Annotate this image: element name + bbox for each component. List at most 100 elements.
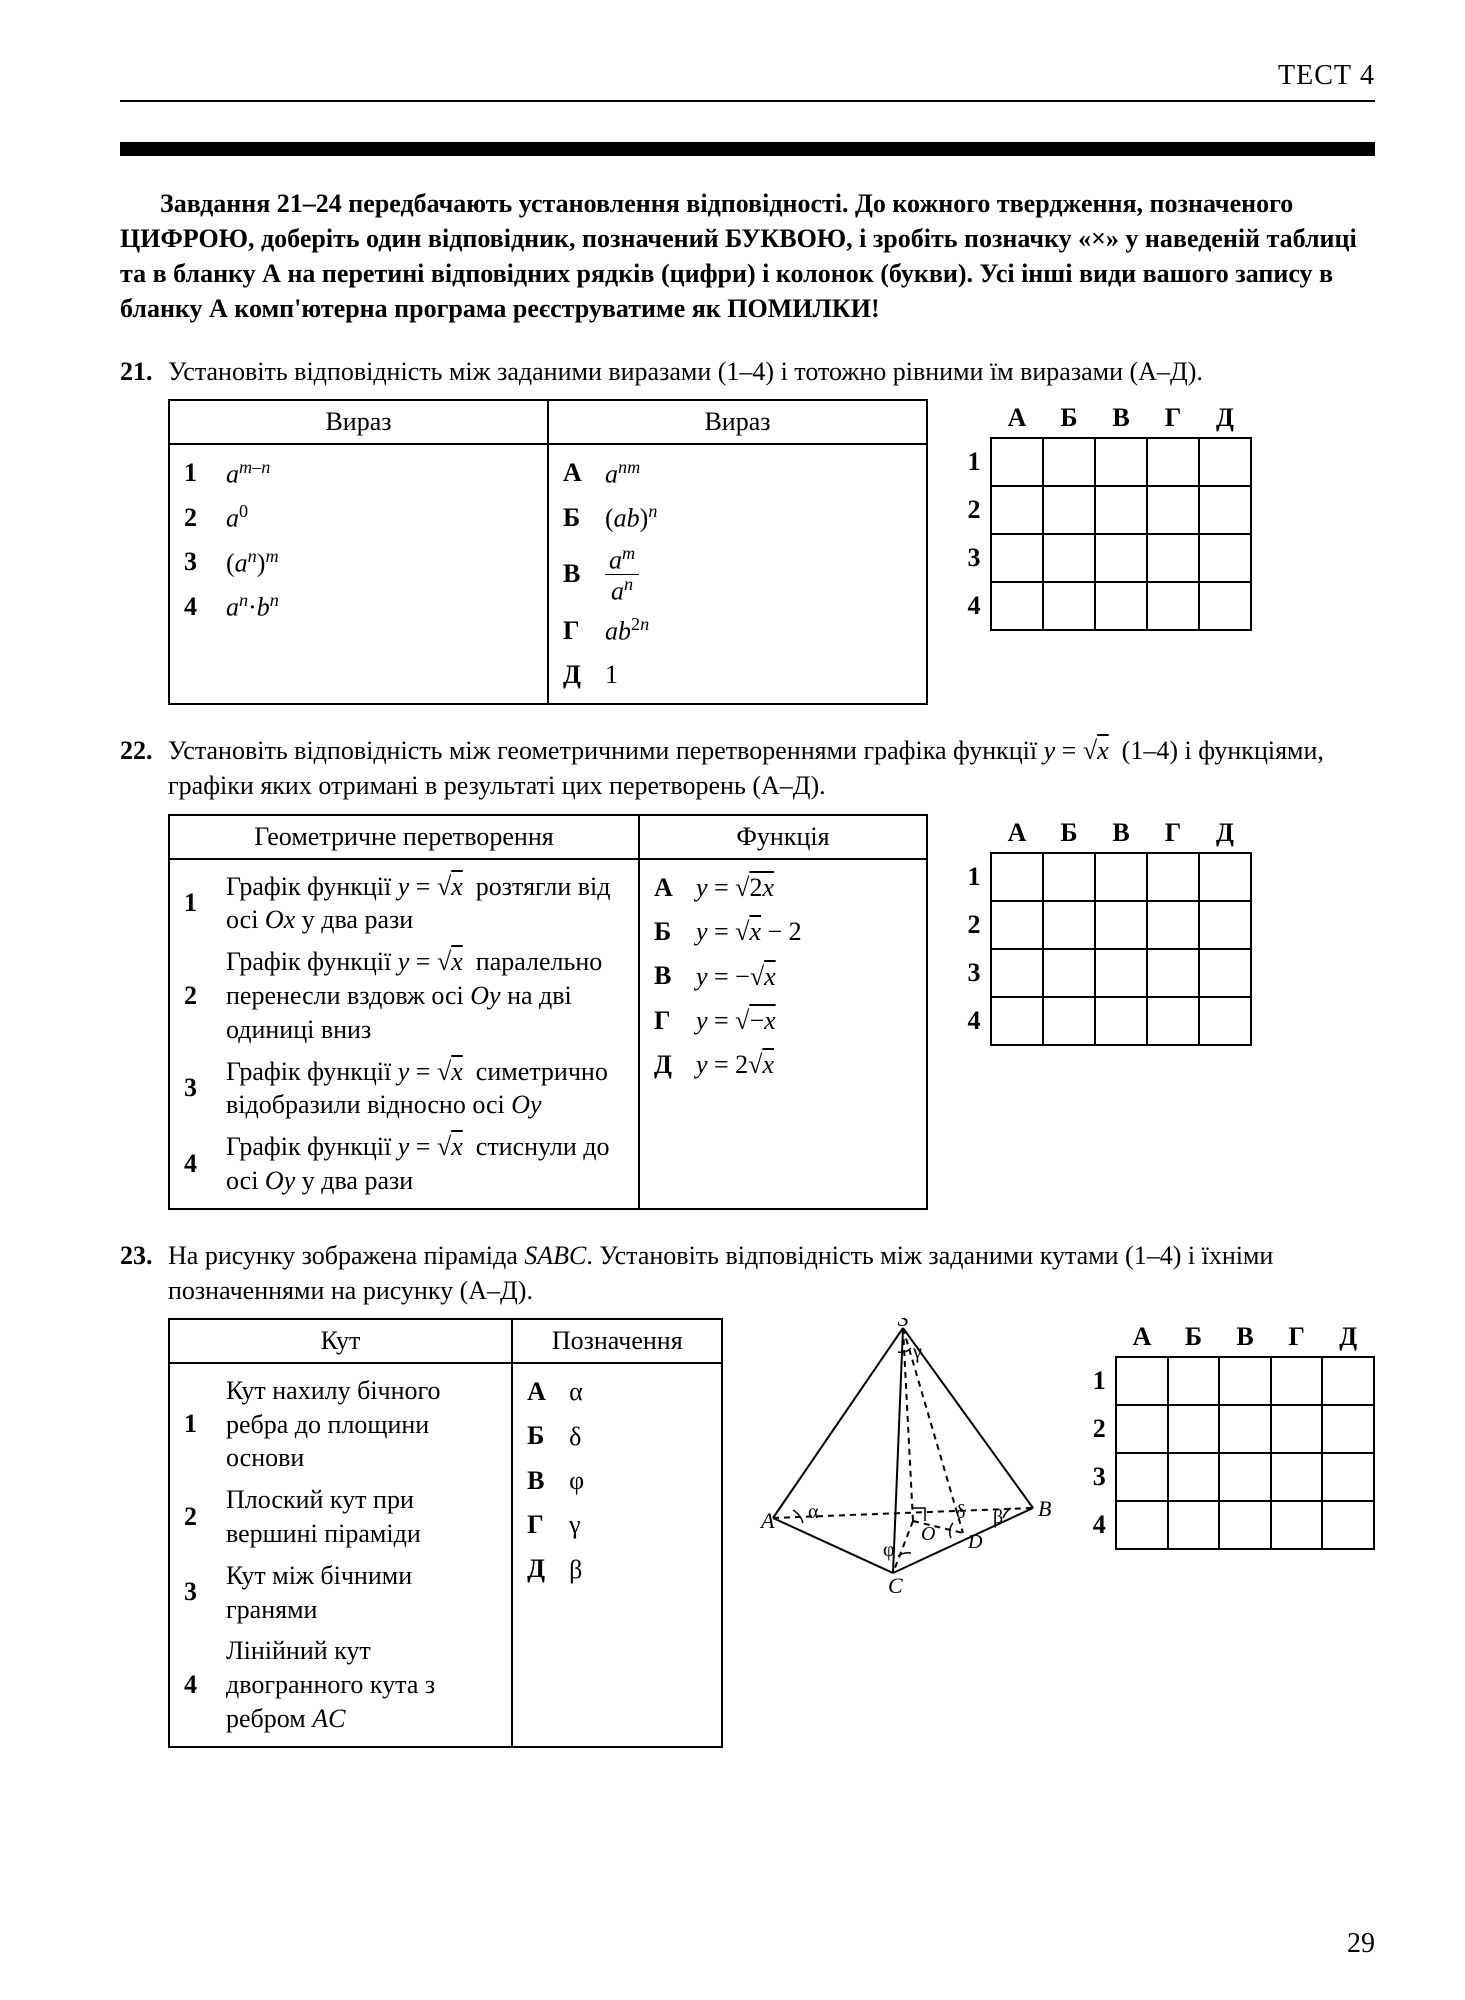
grid-cell[interactable]	[1168, 1357, 1220, 1405]
rule-thin	[120, 100, 1375, 102]
grid-cell[interactable]	[991, 486, 1043, 534]
grid-cell[interactable]	[991, 534, 1043, 582]
grid-cell[interactable]	[1116, 1501, 1168, 1549]
option-text: aman	[605, 544, 639, 604]
grid-cell[interactable]	[991, 853, 1043, 901]
grid-cell[interactable]	[1271, 1357, 1323, 1405]
answer-grid-21[interactable]: АБВГД1234	[958, 399, 1252, 631]
option-label: 4	[184, 589, 212, 625]
option-label: В	[654, 958, 682, 994]
grid-cell[interactable]	[1168, 1453, 1220, 1501]
page-number: 29	[1347, 1928, 1375, 1960]
list-item: Бδ	[527, 1414, 707, 1458]
grid-cell[interactable]	[1043, 438, 1095, 486]
svg-text:B: B	[1038, 1496, 1051, 1521]
q21-left-header: Вираз	[169, 400, 548, 444]
option-label: 4	[184, 1146, 212, 1182]
option-text: Графік функції y = √x розтягли від осі O…	[226, 870, 624, 938]
grid-cell[interactable]	[1095, 949, 1147, 997]
grid-cell[interactable]	[1199, 438, 1251, 486]
grid-row-header: 1	[1083, 1357, 1116, 1405]
option-text: Графік функції y = √x паралельно перенес…	[226, 945, 624, 1046]
answer-grid-22[interactable]: АБВГД1234	[958, 814, 1252, 1046]
option-text: φ	[569, 1464, 584, 1498]
grid-cell[interactable]	[1095, 582, 1147, 630]
grid-cell[interactable]	[1322, 1405, 1374, 1453]
svg-text:A: A	[759, 1508, 775, 1533]
grid-cell[interactable]	[1199, 949, 1251, 997]
grid-cell[interactable]	[991, 997, 1043, 1045]
grid-cell[interactable]	[1147, 582, 1199, 630]
grid-cell[interactable]	[1043, 534, 1095, 582]
grid-cell[interactable]	[1147, 534, 1199, 582]
task-22: 22. Установіть відповідність між геометр…	[120, 733, 1375, 1209]
grid-cell[interactable]	[1147, 949, 1199, 997]
grid-row-header: 2	[958, 486, 991, 534]
grid-cell[interactable]	[1322, 1501, 1374, 1549]
grid-col-header: А	[1116, 1318, 1168, 1357]
list-item: Вφ	[527, 1459, 707, 1503]
grid-cell[interactable]	[1147, 486, 1199, 534]
grid-cell[interactable]	[991, 901, 1043, 949]
instructions: Завдання 21–24 передбачають установлення…	[120, 186, 1375, 326]
grid-cell[interactable]	[1322, 1453, 1374, 1501]
grid-cell[interactable]	[1271, 1501, 1323, 1549]
grid-cell[interactable]	[1095, 853, 1147, 901]
svg-text:D: D	[967, 1531, 983, 1553]
grid-cell[interactable]	[1095, 901, 1147, 949]
grid-cell[interactable]	[1043, 486, 1095, 534]
list-item: 1Графік функції y = √x розтягли від осі …	[184, 866, 624, 942]
grid-cell[interactable]	[1219, 1453, 1271, 1501]
grid-cell[interactable]	[1043, 997, 1095, 1045]
svg-text:C: C	[888, 1573, 903, 1598]
option-label: Г	[654, 1003, 682, 1039]
grid-row-header: 3	[1083, 1453, 1116, 1501]
grid-cell[interactable]	[1116, 1453, 1168, 1501]
grid-cell[interactable]	[1322, 1357, 1374, 1405]
grid-cell[interactable]	[991, 949, 1043, 997]
q22-left-header: Геометричне перетворення	[169, 815, 639, 859]
grid-cell[interactable]	[1095, 534, 1147, 582]
grid-cell[interactable]	[1219, 1405, 1271, 1453]
grid-cell[interactable]	[1219, 1501, 1271, 1549]
grid-cell[interactable]	[1219, 1357, 1271, 1405]
grid-cell[interactable]	[991, 582, 1043, 630]
grid-cell[interactable]	[1168, 1501, 1220, 1549]
grid-cell[interactable]	[1199, 486, 1251, 534]
grid-cell[interactable]	[991, 438, 1043, 486]
grid-cell[interactable]	[1199, 901, 1251, 949]
list-item: 4an·bn	[184, 585, 533, 629]
grid-cell[interactable]	[1147, 438, 1199, 486]
q23-right-list: АαБδВφГγДβ	[527, 1370, 707, 1592]
q23-left-header: Кут	[169, 1319, 512, 1363]
grid-row-header: 2	[1083, 1405, 1116, 1453]
grid-cell[interactable]	[1199, 534, 1251, 582]
grid-cell[interactable]	[1199, 582, 1251, 630]
grid-cell[interactable]	[1116, 1357, 1168, 1405]
svg-text:β: β	[993, 1506, 1003, 1528]
grid-cell[interactable]	[1199, 853, 1251, 901]
grid-cell[interactable]	[1147, 853, 1199, 901]
grid-cell[interactable]	[1271, 1405, 1323, 1453]
list-item: Б(ab)n	[563, 496, 912, 540]
grid-cell[interactable]	[1168, 1405, 1220, 1453]
answer-grid-23[interactable]: АБВГД1234	[1083, 1318, 1375, 1550]
grid-cell[interactable]	[1095, 438, 1147, 486]
list-item: 2Графік функції y = √x паралельно перене…	[184, 941, 624, 1050]
grid-cell[interactable]	[1095, 997, 1147, 1045]
option-text: y = √2x	[696, 871, 774, 905]
grid-cell[interactable]	[1271, 1453, 1323, 1501]
grid-cell[interactable]	[1043, 901, 1095, 949]
grid-cell[interactable]	[1043, 853, 1095, 901]
option-label: 1	[184, 455, 212, 491]
grid-cell[interactable]	[1199, 997, 1251, 1045]
grid-cell[interactable]	[1043, 949, 1095, 997]
grid-cell[interactable]	[1147, 997, 1199, 1045]
option-text: y = 2√x	[696, 1048, 774, 1082]
grid-cell[interactable]	[1116, 1405, 1168, 1453]
list-item: 4Графік функції y = √x стиснули до осі O…	[184, 1126, 624, 1202]
grid-row-header: 1	[958, 438, 991, 486]
grid-cell[interactable]	[1147, 901, 1199, 949]
grid-cell[interactable]	[1095, 486, 1147, 534]
grid-cell[interactable]	[1043, 582, 1095, 630]
